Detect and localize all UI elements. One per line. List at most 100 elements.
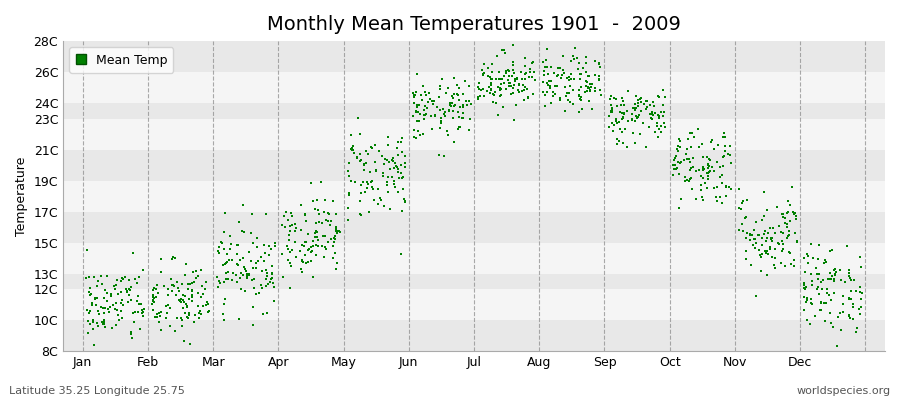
- Point: [124, 284, 139, 290]
- Point: [579, 77, 593, 84]
- Point: [776, 246, 790, 252]
- Point: [266, 280, 281, 287]
- Point: [548, 90, 562, 97]
- Point: [329, 228, 344, 234]
- Point: [755, 251, 770, 257]
- Point: [805, 278, 819, 284]
- Point: [472, 86, 486, 93]
- Point: [289, 225, 303, 232]
- Point: [244, 230, 258, 236]
- Point: [773, 229, 788, 235]
- Point: [525, 60, 539, 66]
- Point: [759, 238, 773, 244]
- Point: [833, 310, 848, 316]
- Point: [361, 151, 375, 158]
- Point: [503, 83, 517, 89]
- Point: [177, 293, 192, 299]
- Point: [193, 315, 207, 321]
- Point: [164, 276, 178, 282]
- Point: [701, 170, 716, 177]
- Point: [232, 218, 247, 225]
- Point: [804, 300, 818, 306]
- Point: [816, 260, 831, 266]
- Point: [126, 310, 140, 316]
- Point: [684, 144, 698, 150]
- Point: [131, 309, 146, 315]
- Point: [422, 90, 436, 96]
- Point: [707, 146, 722, 152]
- Point: [86, 319, 100, 325]
- Point: [493, 86, 508, 92]
- Point: [639, 144, 653, 150]
- Point: [255, 282, 269, 288]
- Point: [536, 89, 551, 95]
- Point: [608, 118, 623, 125]
- Point: [554, 75, 568, 82]
- Point: [483, 85, 498, 92]
- Point: [300, 239, 314, 246]
- Point: [604, 108, 618, 115]
- Point: [462, 83, 476, 89]
- Point: [627, 101, 642, 107]
- Point: [358, 148, 373, 154]
- Point: [182, 310, 196, 317]
- Point: [672, 160, 687, 166]
- Point: [157, 282, 171, 289]
- Point: [154, 309, 168, 315]
- Point: [656, 112, 670, 119]
- Point: [812, 242, 826, 248]
- Point: [364, 168, 378, 175]
- Point: [124, 284, 139, 290]
- Point: [192, 315, 206, 322]
- Point: [827, 290, 842, 296]
- Point: [557, 69, 572, 76]
- Point: [136, 267, 150, 274]
- Point: [707, 167, 722, 174]
- Point: [276, 213, 291, 219]
- Point: [365, 186, 380, 192]
- Point: [746, 242, 760, 248]
- Point: [354, 212, 368, 218]
- Point: [94, 273, 108, 280]
- Point: [175, 315, 189, 321]
- Point: [695, 194, 709, 200]
- Point: [176, 297, 190, 303]
- Point: [294, 269, 309, 275]
- Point: [146, 296, 160, 303]
- Point: [778, 220, 792, 226]
- Point: [306, 198, 320, 204]
- Point: [249, 234, 264, 241]
- Point: [444, 103, 458, 109]
- Point: [773, 260, 788, 266]
- Point: [509, 75, 524, 82]
- Point: [827, 278, 842, 285]
- Point: [621, 118, 635, 124]
- Point: [631, 97, 645, 103]
- Point: [775, 211, 789, 217]
- Point: [611, 138, 625, 144]
- Point: [281, 217, 295, 223]
- Point: [255, 268, 269, 274]
- Point: [217, 246, 231, 252]
- Point: [634, 95, 648, 101]
- Point: [180, 302, 194, 309]
- Point: [801, 260, 815, 266]
- Point: [181, 286, 195, 292]
- Point: [643, 110, 657, 117]
- Point: [716, 154, 731, 160]
- Point: [788, 230, 802, 236]
- Point: [114, 297, 129, 304]
- Point: [312, 219, 327, 226]
- Point: [136, 309, 150, 315]
- Point: [311, 237, 326, 243]
- Point: [417, 116, 431, 122]
- Point: [445, 93, 459, 99]
- Point: [374, 197, 389, 203]
- Point: [394, 139, 409, 145]
- Point: [782, 248, 796, 255]
- Point: [680, 146, 694, 152]
- Point: [382, 166, 397, 172]
- Point: [748, 245, 762, 252]
- Point: [194, 283, 209, 290]
- Point: [626, 105, 640, 112]
